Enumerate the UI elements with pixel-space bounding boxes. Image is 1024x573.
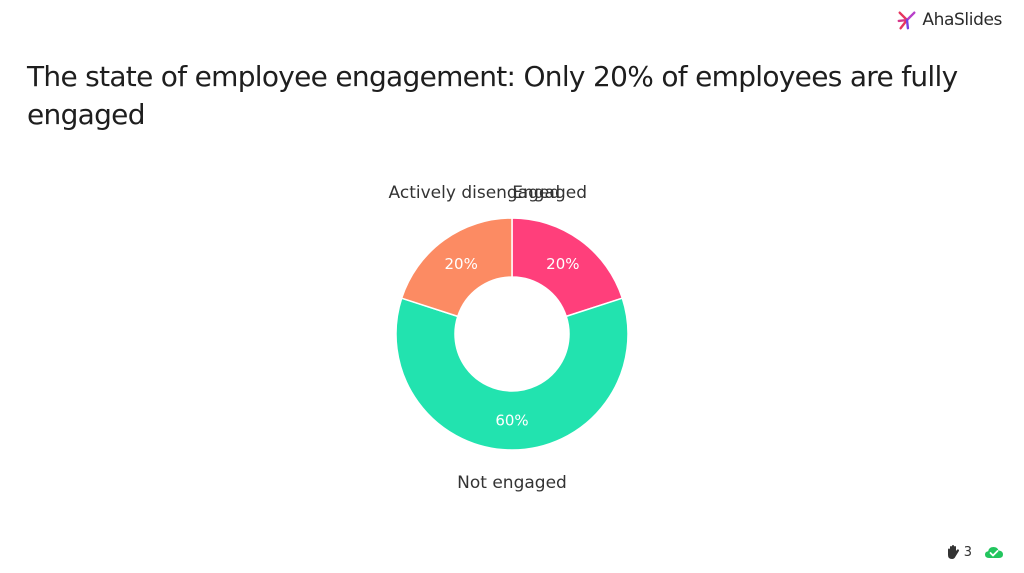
slice-engaged (511, 217, 624, 318)
category-label-actively-disengaged: Actively disengaged (389, 183, 561, 203)
participants-count: 3 (963, 544, 972, 560)
brand-name: AhaSlides (922, 10, 1002, 30)
category-label-engaged: Engaged (512, 183, 587, 203)
brand: AhaSlides (896, 9, 1002, 31)
value-label-not-engaged: 60% (495, 412, 528, 430)
category-label-not-engaged: Not engaged (457, 473, 567, 493)
cloud-check-icon (985, 547, 1003, 558)
slide-title: The state of employee engagement: Only 2… (27, 60, 958, 131)
raised-hand-icon (947, 545, 959, 559)
value-label-actively-disengaged: 20% (444, 255, 477, 273)
slice-actively-disengaged (400, 217, 513, 318)
footer: 3 (946, 544, 1004, 560)
value-label-engaged: 20% (546, 255, 579, 273)
ahaslides-logo-icon (897, 11, 916, 30)
slice-not-engaged (395, 297, 629, 451)
